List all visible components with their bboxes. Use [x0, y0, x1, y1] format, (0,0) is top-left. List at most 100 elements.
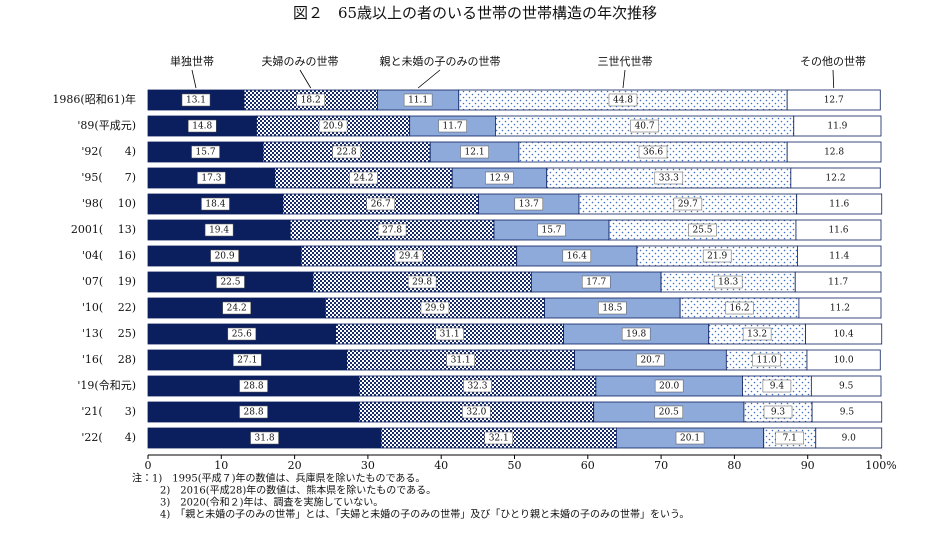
value-label-box [349, 171, 378, 185]
x-tick-label: 60 [581, 459, 595, 472]
value-label-box [762, 379, 792, 393]
value-label: 20.7 [640, 356, 660, 366]
value-label: 12.8 [824, 148, 844, 158]
x-tick-label: 100% [865, 459, 896, 472]
value-label-box [654, 379, 684, 393]
x-tick-label: 80 [727, 459, 741, 472]
value-label: 11.6 [828, 226, 848, 236]
value-label-box [820, 146, 849, 158]
legend-label: 単独世帯 [170, 54, 214, 68]
x-tick-label: 20 [288, 459, 302, 472]
note: 注：1) 1995(平成７)年の数値は、兵庫県を除いたものである。 [132, 472, 425, 485]
value-label: 9.4 [770, 382, 785, 392]
y-tick-label: '04( 16) [82, 249, 136, 262]
value-label-box [829, 328, 858, 340]
x-tick-label: 90 [801, 459, 815, 472]
value-label-box [825, 198, 854, 210]
value-label: 27.1 [237, 356, 257, 366]
value-label: 24.2 [227, 304, 247, 314]
legend-label: 親と未婚の子のみの世帯 [380, 54, 501, 68]
value-label: 29.7 [678, 200, 698, 210]
value-label-box [332, 145, 361, 159]
value-label: 20.9 [323, 122, 343, 132]
value-label-box [673, 197, 703, 211]
value-label-box [834, 432, 863, 444]
value-label-box [823, 120, 852, 132]
value-label-box [197, 171, 226, 185]
value-label-box [239, 405, 268, 419]
value-label: 11.6 [829, 200, 849, 210]
y-tick-label: '07( 19) [82, 275, 136, 288]
value-label: 33.3 [659, 174, 679, 184]
value-label-box [638, 145, 668, 159]
value-label-box [435, 327, 464, 341]
leader-line [832, 69, 835, 89]
value-label: 15.7 [541, 226, 561, 236]
value-label-box [514, 197, 544, 211]
value-label-box [829, 354, 858, 366]
value-label: 10.4 [834, 330, 854, 340]
value-label-box [204, 223, 234, 237]
value-label-box [832, 406, 861, 418]
value-label-box [598, 301, 627, 315]
y-tick-label: 1986(昭和61)年 [52, 92, 136, 106]
value-label-box [187, 119, 217, 133]
value-label: 13.1 [186, 96, 206, 106]
value-label: 20.1 [680, 434, 700, 444]
value-label: 26.7 [371, 200, 391, 210]
value-label: 17.3 [201, 174, 221, 184]
value-label-box [824, 276, 853, 288]
value-label: 27.8 [382, 226, 402, 236]
y-tick-label: '21( 3) [81, 405, 136, 418]
note: 4) 「親と未婚の子のみの世帯」とは、「夫婦と未婚の子のみの世帯」及び「ひとり親… [160, 508, 689, 521]
value-label: 18.4 [205, 200, 225, 210]
y-tick-label: '98( 10) [82, 197, 136, 210]
value-label: 11.1 [408, 96, 428, 106]
value-label-box [485, 171, 514, 185]
y-tick-label: '16( 28) [82, 353, 136, 366]
value-label-box [581, 275, 611, 289]
value-label: 13.2 [747, 330, 767, 340]
value-label: 11.7 [828, 278, 848, 288]
value-label-box [825, 302, 854, 314]
y-tick-label: 2001( 13) [71, 223, 136, 236]
value-label: 11.7 [443, 122, 463, 132]
value-label: 16.2 [730, 304, 750, 314]
value-label: 10.0 [834, 356, 854, 366]
value-label-box [825, 250, 854, 262]
y-tick-label: '92( 4) [81, 145, 136, 158]
value-label-box [688, 223, 717, 237]
legend-label: 三世代世帯 [598, 55, 653, 68]
value-label-box [318, 119, 348, 133]
chart-title: 図２ 65歳以上の者のいる世帯の世帯構造の年次推移 [293, 4, 657, 22]
value-label-box [819, 94, 848, 106]
value-label: 11.0 [757, 356, 777, 366]
value-label-box [250, 431, 279, 445]
value-label: 11.9 [827, 122, 847, 132]
value-label-box [832, 380, 861, 392]
value-label-box [462, 405, 491, 419]
value-label-box [463, 379, 492, 393]
x-tick-label: 50 [508, 459, 522, 472]
value-label-box [239, 379, 268, 393]
value-label-box [702, 249, 732, 263]
leader-line [191, 69, 197, 89]
value-label: 19.4 [209, 226, 229, 236]
value-label-box [824, 224, 853, 236]
value-label: 18.3 [718, 278, 738, 288]
y-tick-label: '13( 25) [82, 327, 136, 340]
x-tick-label: 70 [654, 459, 668, 472]
value-label-box [296, 93, 325, 107]
value-label: 32.1 [489, 434, 509, 444]
value-label: 19.8 [626, 330, 646, 340]
x-tick-label: 30 [361, 459, 375, 472]
value-label-box [201, 197, 230, 211]
value-label: 11.2 [830, 304, 850, 314]
note: 2) 2016(平成28)年の数値は、熊本県を除いたものである。 [160, 484, 436, 497]
value-label: 18.5 [602, 304, 622, 314]
value-label: 12.2 [826, 174, 846, 184]
value-label-box [403, 93, 433, 107]
value-label: 12.9 [489, 174, 509, 184]
